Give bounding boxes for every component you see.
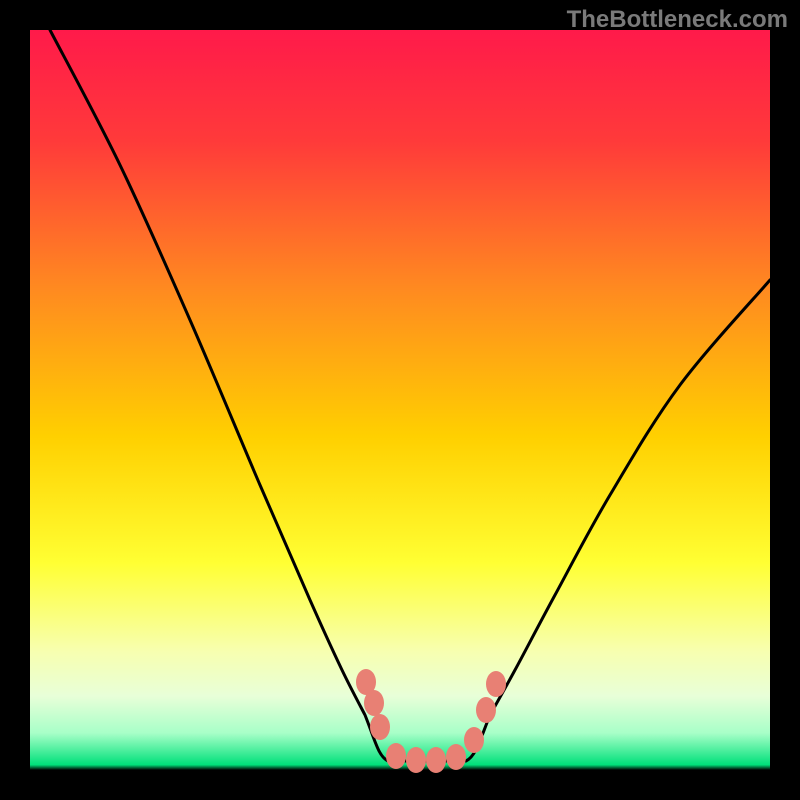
curve-marker bbox=[370, 714, 390, 740]
curve-marker bbox=[364, 690, 384, 716]
gradient-background bbox=[30, 30, 770, 770]
attribution-text: TheBottleneck.com bbox=[567, 6, 788, 34]
curve-marker bbox=[386, 743, 406, 769]
curve-marker bbox=[426, 747, 446, 773]
bottleneck-curve-chart bbox=[0, 0, 800, 800]
curve-marker bbox=[464, 727, 484, 753]
curve-marker bbox=[406, 747, 426, 773]
curve-marker bbox=[476, 697, 496, 723]
curve-marker bbox=[486, 671, 506, 697]
chart-frame: TheBottleneck.com bbox=[0, 0, 800, 800]
curve-marker bbox=[446, 744, 466, 770]
